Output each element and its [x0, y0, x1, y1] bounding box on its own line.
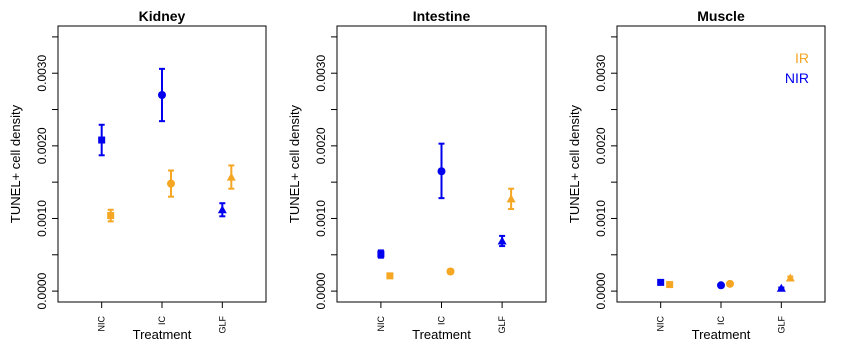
plot-frame	[57, 25, 267, 303]
x-axis-label: Treatment	[133, 327, 192, 342]
x-tick-label-ic: IC	[157, 315, 167, 325]
data-point-nic	[107, 212, 115, 220]
x-tick-label-nic: NIC	[97, 316, 107, 332]
panel-muscle: Muscle 0.0000 0.0010 0.0020 0.0030 TUNEL+ cel…	[567, 8, 826, 342]
panel-intestine: Intestine 0.0000 0.0010 0.0020 0.0030 TUNEL+ …	[287, 8, 547, 342]
x-tick-label-glf: GLF	[497, 316, 507, 334]
y-tick-label: 0.0030	[35, 55, 49, 92]
x-tick-label-nic: NIC	[656, 316, 666, 332]
y-tick-label: 0.0010	[35, 200, 49, 237]
series-nir	[657, 278, 786, 292]
y-tick-label: 0.0020	[594, 127, 608, 164]
data-point-glf	[506, 194, 516, 203]
panel-kidney: Kidney 0.0000 0.0010 0.0020 0.0030 TUNEL+ cel…	[8, 8, 267, 342]
y-tick-label: 0.0000	[594, 272, 608, 309]
data-point-nic	[98, 136, 106, 144]
y-tick-label: 0.0020	[35, 127, 49, 164]
data-point-ic	[167, 179, 175, 188]
x-tick-label-ic: IC	[437, 315, 447, 325]
data-point-glf	[226, 172, 236, 181]
series-ir	[386, 187, 516, 280]
y-tick-label: 0.0020	[314, 127, 328, 164]
data-point-ic	[437, 167, 446, 176]
data-point-nic	[386, 272, 394, 280]
chart-title: Muscle	[697, 8, 745, 24]
y-tick-label: 0.0000	[35, 272, 49, 309]
data-point-ic	[446, 267, 455, 276]
data-point-ic	[717, 281, 725, 290]
x-axis-label: Treatment	[692, 327, 751, 342]
plot-frame	[616, 25, 826, 303]
y-tick-label: 0.0000	[314, 272, 328, 309]
legend-entry-ir: IR	[795, 50, 809, 66]
data-point-nic	[657, 278, 665, 286]
x-tick-label-ic: IC	[716, 315, 726, 325]
y-tick-label: 0.0010	[594, 200, 608, 237]
series-ir	[107, 164, 236, 223]
legend-entry-nir: NIR	[785, 70, 809, 86]
data-point-glf	[785, 273, 795, 282]
series-nir	[377, 142, 507, 259]
y-axis-label: TUNEL+ cell density	[567, 104, 582, 223]
y-axis-label: TUNEL+ cell density	[8, 104, 23, 223]
series-nir	[98, 67, 227, 218]
chart-title: Kidney	[139, 8, 186, 24]
chart-title: Intestine	[413, 8, 471, 24]
data-point-glf	[217, 205, 227, 214]
y-axis-label: TUNEL+ cell density	[287, 104, 302, 223]
y-tick-label: 0.0030	[594, 55, 608, 92]
x-tick-label-glf: GLF	[776, 316, 786, 334]
data-point-nic	[377, 250, 385, 258]
data-point-ic	[158, 91, 166, 99]
x-tick-label-nic: NIC	[376, 316, 386, 332]
data-point-nic	[666, 281, 674, 289]
data-point-ic	[726, 279, 734, 288]
x-tick-label-glf: GLF	[217, 316, 227, 334]
data-point-glf	[776, 283, 786, 292]
legend: IR NIR	[785, 50, 809, 86]
data-point-glf	[497, 236, 507, 245]
series-ir	[666, 273, 795, 289]
y-tick-label: 0.0030	[314, 55, 328, 92]
x-axis-label: Treatment	[412, 327, 471, 342]
y-tick-label: 0.0010	[314, 200, 328, 237]
